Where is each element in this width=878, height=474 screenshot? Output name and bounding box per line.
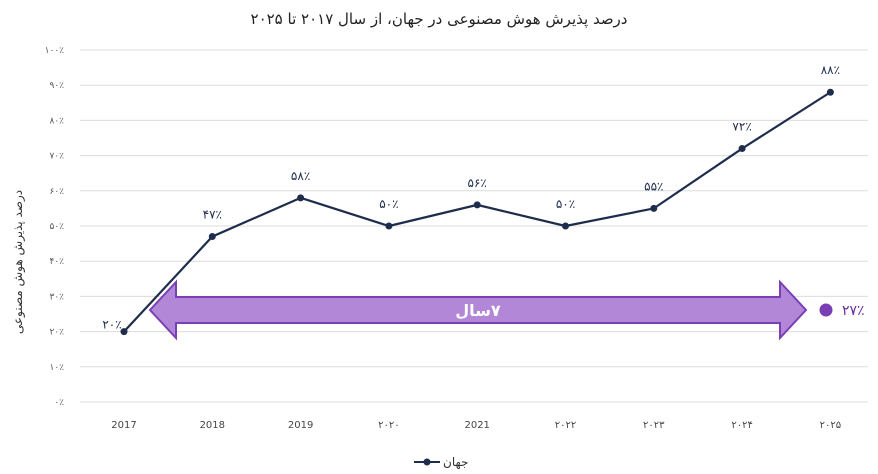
data-label: ۷۲٪: [732, 120, 751, 134]
data-label: ۵۰٪: [379, 197, 398, 211]
data-point: [473, 201, 481, 209]
growth-annotation: ۲۷٪: [819, 303, 865, 319]
data-label: ۵۶٪: [468, 176, 487, 190]
growth-dot: [819, 303, 833, 317]
legend-marker: [423, 458, 431, 466]
y-tick-label: ۹۰٪: [49, 81, 64, 91]
data-point: [297, 194, 305, 202]
x-tick-label: 2019: [288, 420, 313, 431]
duration-arrow: ۷سال: [148, 279, 808, 341]
x-tick-label: ۲۰۲۵: [820, 420, 841, 431]
series-line-group: [120, 88, 834, 336]
y-tick-label: ۱۰۰٪: [45, 46, 65, 56]
data-point: [208, 233, 216, 241]
data-label: ۲۰٪: [102, 318, 121, 332]
growth-label: ۲۷٪: [842, 303, 865, 319]
y-tick-label: ۶۰٪: [49, 187, 64, 197]
x-tick-label: ۲۰۲۳: [643, 420, 665, 431]
data-point: [826, 88, 834, 96]
chart-title: درصد پذیرش هوش مصنوعی در جهان، از سال ۲۰…: [251, 10, 628, 29]
x-tick-label: 2018: [200, 420, 225, 431]
y-tick-label: ۲۰٪: [49, 328, 64, 338]
data-label: ۸۸٪: [821, 63, 840, 77]
y-axis-label: درصد پذیرش هوش مصنوعی: [11, 190, 26, 334]
x-tick-label: ۲۰۲۰: [378, 420, 399, 431]
y-tick-label: ۱۰٪: [49, 363, 64, 373]
y-tick-label: ۰٪: [54, 398, 64, 408]
double-arrow-shape: [148, 279, 808, 341]
legend-label: جهان: [443, 455, 468, 469]
x-tick-label: 2021: [464, 420, 489, 431]
data-point: [120, 328, 128, 336]
series-line: [123, 91, 831, 333]
data-label: ۵۰٪: [556, 197, 575, 211]
x-tick-label: ۲۰۲۴: [731, 420, 752, 431]
y-tick-label: ۷۰٪: [49, 152, 64, 162]
data-point: [650, 204, 658, 212]
x-tick-label: ۲۰۲۲: [555, 420, 576, 431]
data-label: ۴۷٪: [203, 208, 222, 222]
data-label: ۵۸٪: [291, 169, 310, 183]
y-tick-label: ۳۰٪: [49, 292, 64, 302]
x-axis-ticks: 2017 2018 2019 ۲۰۲۰ 2021 ۲۰۲۲ ۲۰۲۳ ۲۰۲۴ ۲۰۲۵: [111, 420, 841, 431]
y-tick-label: ۵۰٪: [49, 222, 64, 232]
x-tick-label: 2017: [111, 420, 136, 431]
data-point: [385, 222, 393, 230]
legend: جهان: [414, 455, 468, 469]
data-labels: ۲۰٪ ۴۷٪ ۵۸٪ ۵۰٪ ۵۶٪ ۵۰٪ ۵۵٪ ۷۲٪ ۸۸٪: [102, 63, 840, 331]
y-axis-ticks: ۰٪ ۱۰٪ ۲۰٪ ۳۰٪ ۴۰٪ ۵۰٪ ۶۰٪ ۷۰٪ ۸۰٪ ۹۰٪ ۱۰۰٪: [45, 46, 65, 408]
data-label: ۵۵٪: [644, 179, 663, 193]
data-point: [738, 145, 746, 153]
y-tick-label: ۸۰٪: [49, 116, 64, 126]
y-tick-label: ۴۰٪: [49, 257, 64, 267]
arrow-label: ۷سال: [455, 301, 501, 320]
gridlines: [80, 49, 868, 403]
data-point: [562, 222, 569, 230]
